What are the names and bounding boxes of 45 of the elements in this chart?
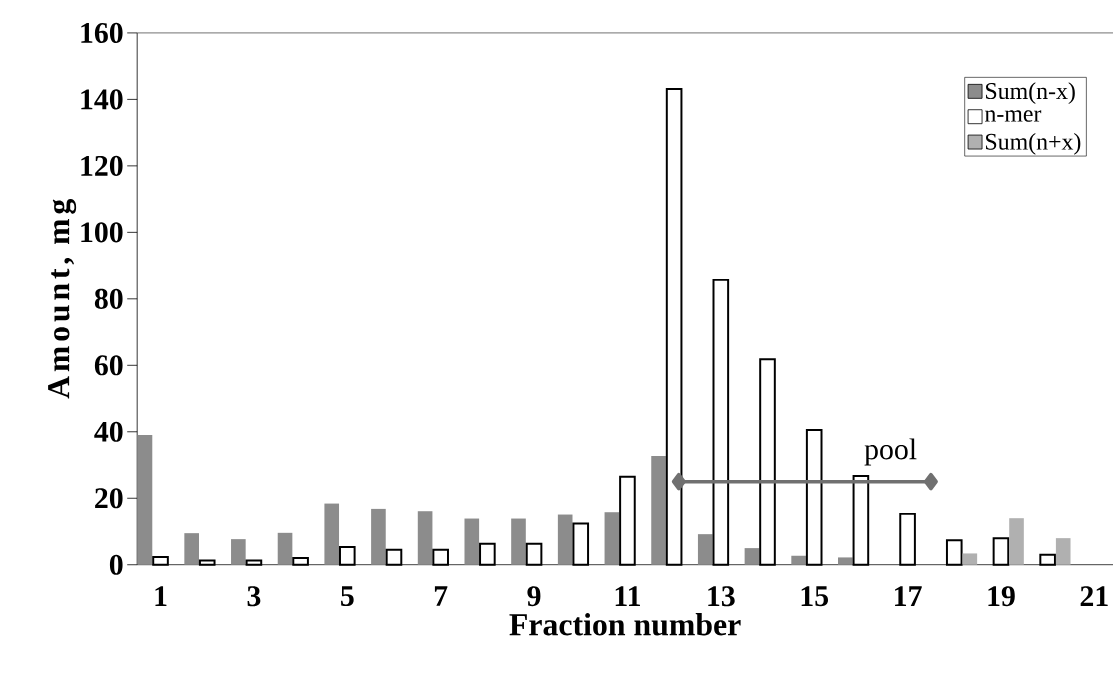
y-tick-label: 160 [81, 22, 123, 43]
bar [137, 434, 153, 565]
series-label: pool [864, 438, 917, 466]
bar [464, 518, 480, 565]
x-tick-label: 9 [527, 585, 541, 607]
x-tick-label: 21 [1080, 585, 1108, 606]
x-tick-label: 1 [155, 585, 167, 606]
legend-label: n-mer [984, 110, 1042, 122]
y-tick-label: 60 [94, 355, 123, 376]
x-tick-label: 13 [708, 585, 735, 607]
y-tick-label: 80 [94, 288, 123, 309]
bar [324, 503, 340, 565]
x-tick-label: 7 [434, 585, 448, 606]
bar [651, 455, 666, 565]
bar [277, 532, 293, 565]
y-tick-label: 20 [95, 487, 123, 509]
bar [962, 553, 978, 565]
bar [231, 538, 246, 565]
x-axis-title: Fraction number [509, 612, 741, 636]
y-tick-label: 120 [81, 155, 123, 176]
y-tick-label: 100 [81, 222, 123, 243]
x-tick-label: 19 [988, 585, 1015, 607]
x-tick-label: 11 [615, 585, 640, 606]
bar [791, 555, 806, 565]
bar [697, 533, 713, 565]
x-tick-label: 3 [247, 585, 261, 607]
y-tick-label: 140 [81, 89, 123, 110]
bar [511, 518, 526, 565]
bar [1009, 517, 1024, 565]
legend-label: Sum(n-x) [986, 82, 1075, 104]
x-tick-label: 5 [341, 585, 354, 606]
y-tick-label: 40 [94, 421, 123, 442]
bar [1055, 537, 1071, 565]
legend-label: Sum(n+x) [986, 132, 1081, 155]
x-tick-label: 17 [895, 585, 922, 606]
bar [371, 508, 386, 565]
x-tick-label: 15 [801, 585, 829, 606]
bar [184, 532, 199, 565]
bar [557, 514, 573, 565]
bar [604, 512, 620, 565]
bar [838, 557, 853, 565]
bar [744, 547, 760, 565]
bar [417, 511, 433, 565]
y-tick-label: 0 [109, 554, 123, 575]
y-axis-title: Amount, mg [48, 198, 77, 399]
